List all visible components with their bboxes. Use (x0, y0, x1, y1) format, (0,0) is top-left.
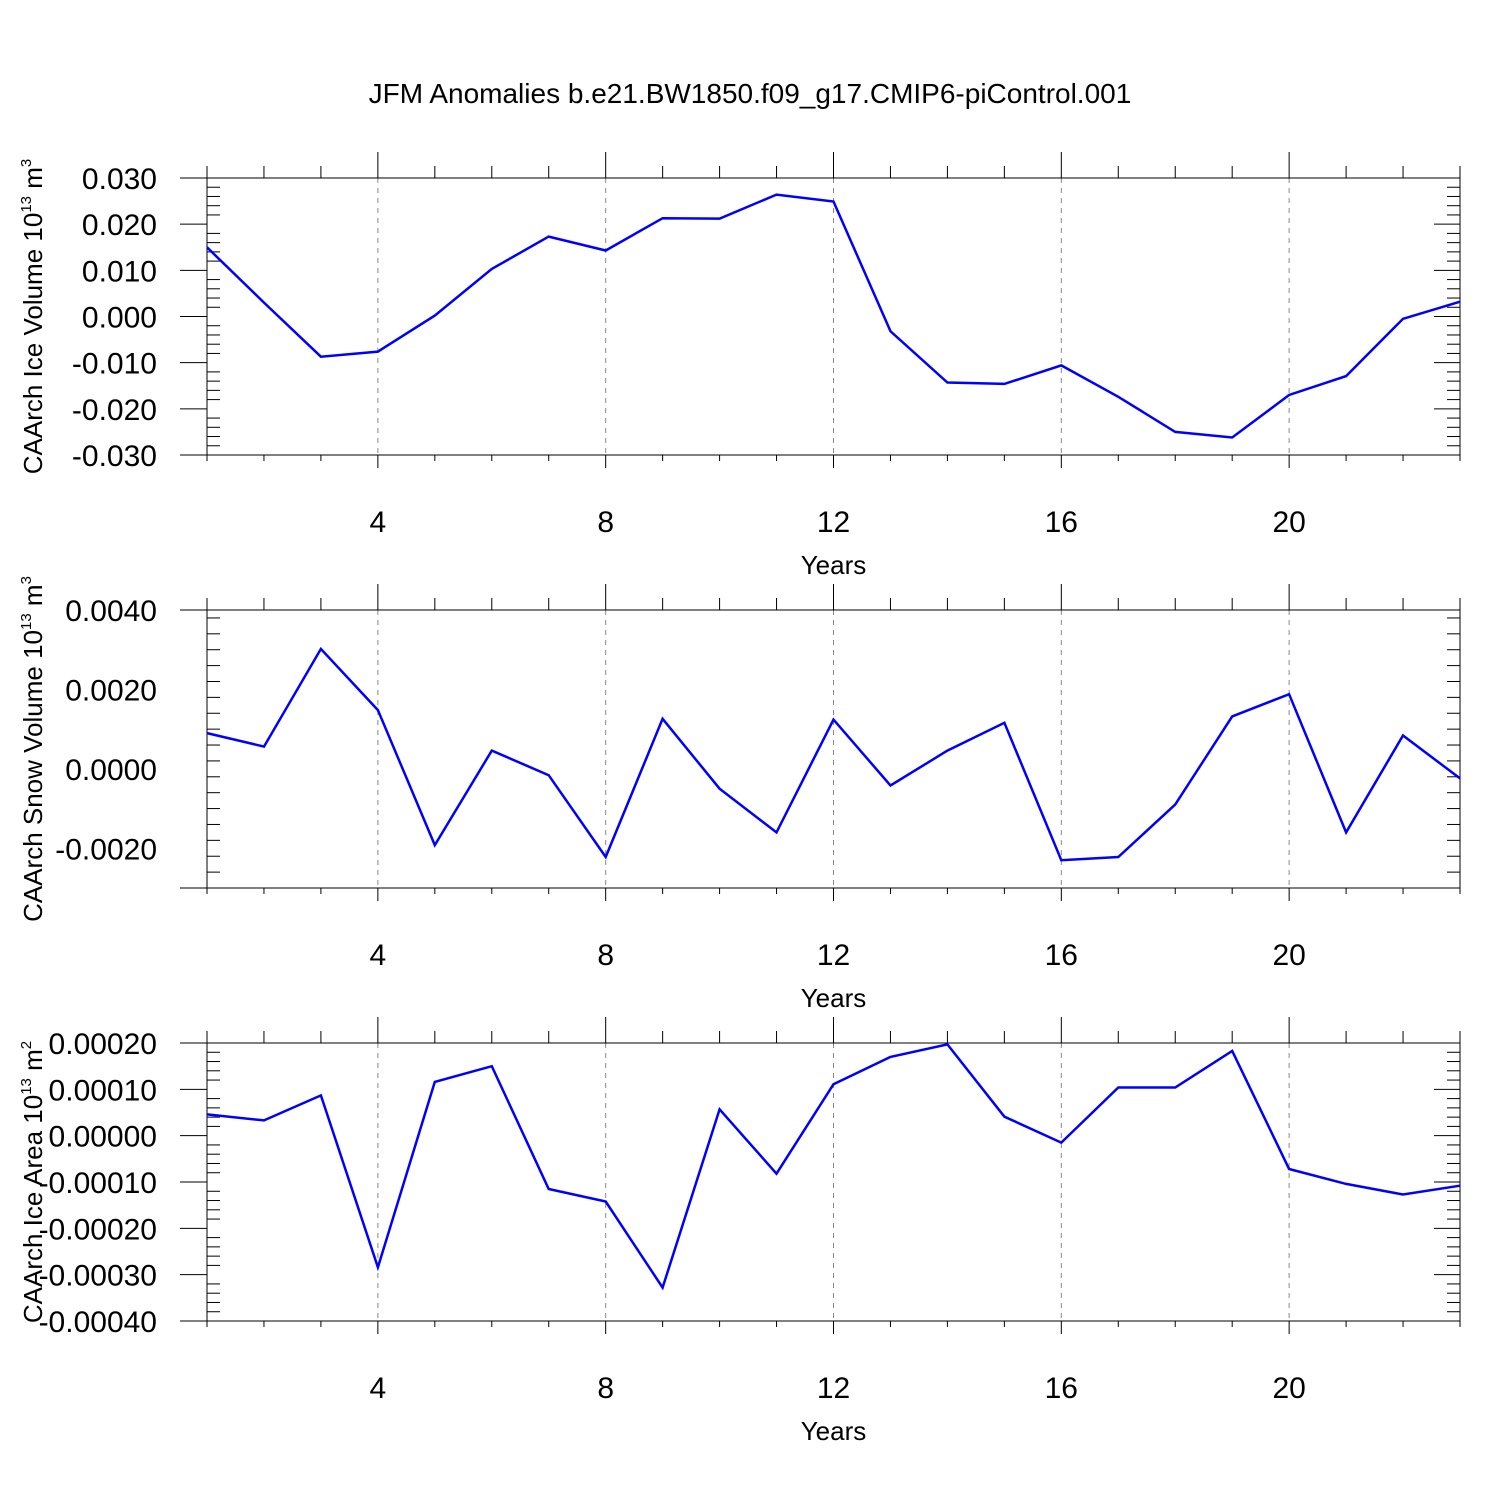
y-tick-label: 0.030 (82, 163, 157, 196)
y-tick-label: 0.00010 (49, 1074, 157, 1107)
y-tick-label: 0.0040 (65, 595, 157, 628)
x-tick-label: 20 (1272, 939, 1305, 972)
chart-panel-1: 4 8 12 16 20 Years -0.030 -0.020 -0.010 0.000 0.01… (18, 152, 1461, 580)
y-tick-label: -0.00020 (39, 1213, 157, 1246)
y-tick-label: 0.00000 (49, 1121, 157, 1154)
y-axis-label: CAArch Ice Area 1013 m2 (18, 1041, 48, 1323)
x-tick-label: 8 (597, 506, 614, 539)
y-tick-label: -0.00030 (39, 1260, 157, 1293)
x-axis-label: Years (801, 1416, 867, 1446)
chart-panel-2: 4 8 12 16 20 Years -0.0020 0.0000 0.0020 0.0040 CA… (18, 576, 1461, 1013)
y-tick-label: -0.0020 (55, 833, 157, 866)
y-tick-label: 0.0000 (65, 754, 157, 787)
y-tick-label: 0.020 (82, 209, 157, 242)
y-axis-label: CAArch Ice Volume 1013 m3 (18, 159, 48, 475)
y-tick-label: -0.010 (72, 348, 157, 381)
y-tick-label: -0.00040 (39, 1306, 157, 1339)
x-tick-label: 16 (1045, 506, 1078, 539)
x-tick-label: 16 (1045, 939, 1078, 972)
x-tick-label: 12 (817, 939, 850, 972)
chart-panel-3: 4 8 12 16 20 Years -0.00040 -0.00030 -0.00020 -0.… (18, 1017, 1461, 1446)
y-axis-label: CAArch Snow Volume 1013 m3 (18, 576, 48, 922)
y-tick-label: -0.00010 (39, 1167, 157, 1200)
y-tick-label: -0.020 (72, 394, 157, 427)
x-axis-label: Years (801, 983, 867, 1013)
x-tick-label: 4 (370, 939, 387, 972)
y-tick-label: -0.030 (72, 440, 157, 473)
x-tick-label: 4 (370, 506, 387, 539)
x-tick-label: 20 (1272, 506, 1305, 539)
x-tick-label: 12 (817, 506, 850, 539)
page-title: JFM Anomalies b.e21.BW1850.f09_g17.CMIP6… (368, 78, 1132, 109)
x-tick-label: 8 (597, 1372, 614, 1405)
y-tick-label: 0.00020 (49, 1028, 157, 1061)
x-tick-label: 16 (1045, 1372, 1078, 1405)
y-tick-label: 0.010 (82, 255, 157, 288)
x-tick-label: 4 (370, 1372, 387, 1405)
y-tick-label: 0.0020 (65, 674, 157, 707)
x-tick-label: 12 (817, 1372, 850, 1405)
y-tick-label: 0.000 (82, 302, 157, 335)
x-tick-label: 8 (597, 939, 614, 972)
x-tick-label: 20 (1272, 1372, 1305, 1405)
x-axis-label: Years (801, 550, 867, 580)
